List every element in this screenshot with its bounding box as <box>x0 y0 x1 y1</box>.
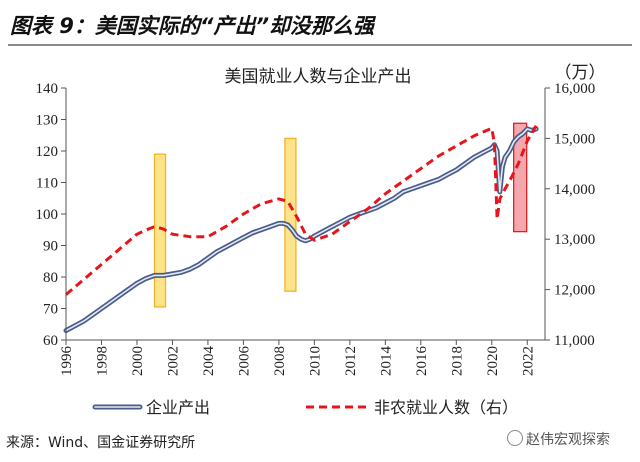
source-note: 来源：Wind、国金证券研究所 <box>6 435 196 451</box>
x-tick-label: 2022 <box>520 346 536 376</box>
right-tick-label: 16,000 <box>554 81 595 97</box>
left-tick-label: 140 <box>36 81 59 97</box>
legend-label-output: 企业产出 <box>146 398 210 417</box>
right-tick-label: 11,000 <box>554 333 595 349</box>
x-tick-label: 2016 <box>414 346 430 377</box>
left-tick-label: 90 <box>43 239 58 255</box>
x-tick-label: 2000 <box>130 346 146 376</box>
x-axis-ticks: 1996 1998 2000 2002 2004 2006 2008 2010 2012 2014… <box>59 340 536 376</box>
x-tick-label: 2018 <box>449 346 465 376</box>
right-axis-unit: （万） <box>555 63 606 83</box>
series-line-employment <box>65 125 538 296</box>
x-tick-label: 1996 <box>59 346 75 377</box>
left-tick-label: 60 <box>43 333 58 349</box>
legend-label-employment: 非农就业人数（右） <box>374 398 518 417</box>
series-line-output <box>63 126 539 334</box>
wechat-icon <box>507 430 523 446</box>
chart-title: 美国就业人数与企业产出 <box>225 67 412 87</box>
x-tick-label: 2006 <box>236 346 252 377</box>
left-axis-ticks: 60 70 80 90 100 110 120 130 140 <box>36 81 66 349</box>
watermark: 赵伟宏观探索 <box>503 427 614 451</box>
title-divider <box>8 44 632 46</box>
x-tick-label: 2004 <box>201 346 217 377</box>
legend-item-output: 企业产出 <box>92 398 210 417</box>
left-tick-label: 80 <box>43 270 58 286</box>
figure-title: 图表 9：美国实际的“产出”却没那么强 <box>10 14 374 38</box>
left-tick-label: 110 <box>36 176 58 192</box>
series-lines <box>63 125 539 334</box>
watermark-text: 赵伟宏观探索 <box>526 432 610 448</box>
x-tick-label: 2012 <box>343 346 359 376</box>
right-tick-label: 14,000 <box>554 182 595 198</box>
x-tick-label: 2010 <box>307 346 323 376</box>
legend-item-employment: 非农就业人数（右） <box>306 398 518 417</box>
x-tick-label: 2008 <box>272 346 288 376</box>
left-tick-label: 100 <box>36 207 59 223</box>
x-tick-label: 1998 <box>94 346 110 376</box>
x-tick-label: 2014 <box>378 346 394 377</box>
right-tick-label: 15,000 <box>554 131 595 147</box>
series-line-output-highlight <box>65 128 537 332</box>
x-tick-label: 2002 <box>165 346 181 376</box>
right-tick-label: 12,000 <box>554 283 595 299</box>
highlight-bars <box>153 122 528 308</box>
highlight-bar-2008 <box>284 137 297 292</box>
right-tick-label: 13,000 <box>554 232 595 248</box>
legend: 企业产出 非农就业人数（右） <box>92 398 518 417</box>
left-tick-label: 70 <box>43 302 58 318</box>
left-tick-label: 120 <box>36 144 59 160</box>
right-axis-ticks: 11,000 12,000 13,000 14,000 15,000 16,000 <box>545 81 595 349</box>
x-tick-label: 2020 <box>485 346 501 376</box>
left-tick-label: 130 <box>36 113 59 129</box>
